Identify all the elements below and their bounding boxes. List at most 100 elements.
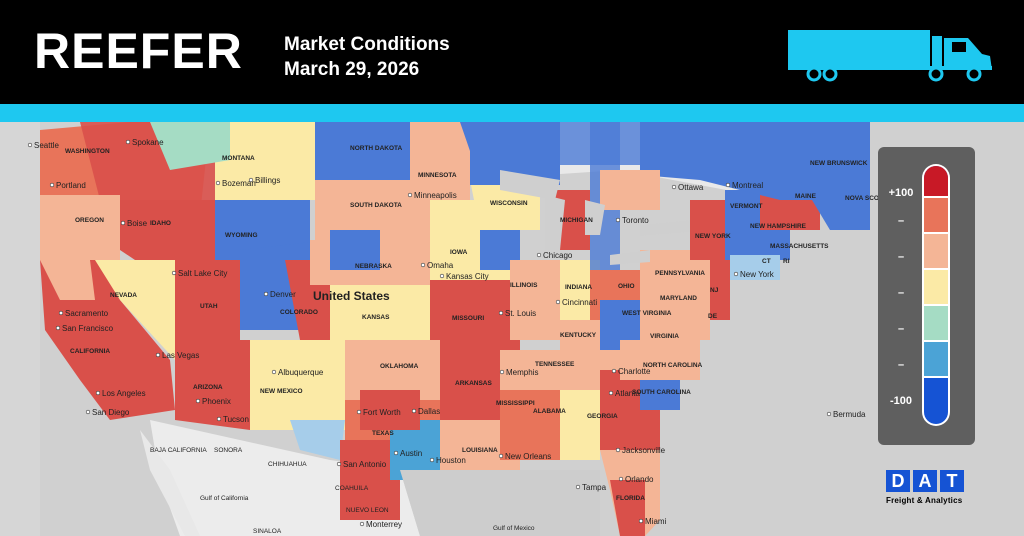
map-label: TEXAS — [372, 430, 394, 437]
map-label: WASHINGTON — [65, 148, 110, 155]
map-label: Montreal — [732, 181, 763, 190]
brand-title: REEFER — [34, 23, 243, 79]
svg-text:United States: United States — [313, 289, 390, 303]
map-label: Dallas — [418, 407, 440, 416]
map-label: MINNESOTA — [418, 172, 457, 179]
legend-tick: – — [897, 323, 905, 335]
legend-top-label: +100 — [888, 187, 914, 199]
map-label: Gulf of Mexico — [493, 525, 535, 532]
map-label: WISCONSIN — [490, 200, 528, 207]
map-label: Salt Lake City — [178, 269, 227, 278]
map-label: Bermuda — [833, 410, 866, 419]
header-bar: REEFER Market Conditions March 29, 2026 — [0, 0, 1024, 104]
map-label: Boise — [127, 219, 148, 228]
map-label: Kansas City — [446, 272, 489, 281]
legend-tick: – — [897, 359, 905, 371]
map-label: Omaha — [427, 261, 454, 270]
map-legend: +100 – – – – – -100 — [878, 147, 975, 445]
map-label: Las Vegas — [162, 351, 199, 360]
map-label: Monterrey — [366, 520, 402, 529]
map-label: NEW HAMPSHIRE — [750, 223, 807, 230]
map-label: OKLAHOMA — [380, 363, 419, 370]
map-label: St. Louis — [505, 309, 536, 318]
map-label: Austin — [400, 449, 422, 458]
map-label: Miami — [645, 517, 667, 526]
map-label: SINALOA — [253, 528, 282, 535]
map-label: Bozeman — [222, 179, 256, 188]
map-label: RI — [783, 258, 790, 265]
map-label: CALIFORNIA — [70, 348, 110, 355]
legend-tick: – — [897, 287, 905, 299]
map-label: MISSOURI — [452, 315, 484, 322]
map-label: DE — [708, 313, 718, 320]
map-label: BAJA CALIFORNIA — [150, 447, 207, 454]
legend-scale — [922, 164, 950, 426]
logo-tagline: Freight & Analytics — [886, 496, 963, 505]
map-label: IDAHO — [150, 220, 171, 227]
logo-letter-t: T — [940, 470, 964, 492]
map-label: San Antonio — [343, 460, 387, 469]
map-label: VERMONT — [730, 203, 763, 210]
truck-icon — [788, 30, 992, 82]
map-label: Jacksonville — [622, 446, 666, 455]
map-label: NOVA SCOTIA — [845, 195, 890, 202]
map-label: NEW YORK — [695, 233, 731, 240]
map-label: Orlando — [625, 475, 654, 484]
legend-tick: – — [897, 215, 905, 227]
map-label: PENNSYLVANIA — [655, 270, 705, 277]
map-label: Tucson — [223, 415, 249, 424]
map-label: San Diego — [92, 408, 130, 417]
logo-letter-d: D — [886, 470, 910, 492]
map-label: WYOMING — [225, 232, 258, 239]
map-label: Houston — [436, 456, 466, 465]
map-label: KENTUCKY — [560, 332, 597, 339]
map-label: San Francisco — [62, 324, 114, 333]
map-country-label: United States — [313, 289, 390, 303]
map-label: FLORIDA — [616, 495, 645, 502]
map-label: Sacramento — [65, 309, 109, 318]
map-label: Cincinnati — [562, 298, 597, 307]
map-label: Billings — [255, 176, 280, 185]
map-label: Spokane — [132, 138, 164, 147]
map-label: ILLINOIS — [510, 282, 538, 289]
map-label: NEW MEXICO — [260, 388, 303, 395]
map-label: COLORADO — [280, 309, 318, 316]
map-label: GEORGIA — [587, 413, 618, 420]
map-label: Los Angeles — [102, 389, 146, 398]
map-label: New Orleans — [505, 452, 551, 461]
map-label: ARIZONA — [193, 384, 223, 391]
map-label: Albuquerque — [278, 368, 324, 377]
map-label: Gulf of California — [200, 495, 249, 502]
legend-bottom-label: -100 — [889, 395, 913, 407]
map-label: MICHIGAN — [560, 217, 593, 224]
map-label: INDIANA — [565, 284, 592, 291]
map-label: Seattle — [34, 141, 59, 150]
map-label: ALABAMA — [533, 408, 566, 415]
map-label: New York — [740, 270, 775, 279]
map-label: MONTANA — [222, 155, 255, 162]
map-label: Portland — [56, 181, 86, 190]
map-label: SOUTH CAROLINA — [632, 389, 691, 396]
map-label: VIRGINIA — [650, 333, 679, 340]
subtitle-date: March 29, 2026 — [284, 59, 420, 80]
map-label: Chicago — [543, 251, 573, 260]
legend-tick: – — [897, 251, 905, 263]
reefer-market-map: United States WASHINGTON MONTANA NORTH DAK… — [0, 122, 1024, 536]
map-label: Denver — [270, 290, 296, 299]
map-label: OHIO — [618, 283, 635, 290]
map-label: OREGON — [75, 217, 104, 224]
map-label: IOWA — [450, 249, 468, 256]
map-label: Atlanta — [615, 389, 640, 398]
map-label: NEW BRUNSWICK — [810, 160, 868, 167]
map-label: NEVADA — [110, 292, 137, 299]
map-label: CT — [762, 258, 771, 265]
map-label: UTAH — [200, 303, 218, 310]
map-label: TENNESSEE — [535, 361, 575, 368]
map-label: WEST VIRGINIA — [622, 310, 672, 317]
map-label: MISSISSIPPI — [496, 400, 535, 407]
map-label: Fort Worth — [363, 408, 401, 417]
map-label: MASSACHUSETTS — [770, 243, 829, 250]
map-label: MAINE — [795, 193, 817, 200]
map-label: NJ — [710, 287, 719, 294]
map-label: ARKANSAS — [455, 380, 493, 387]
